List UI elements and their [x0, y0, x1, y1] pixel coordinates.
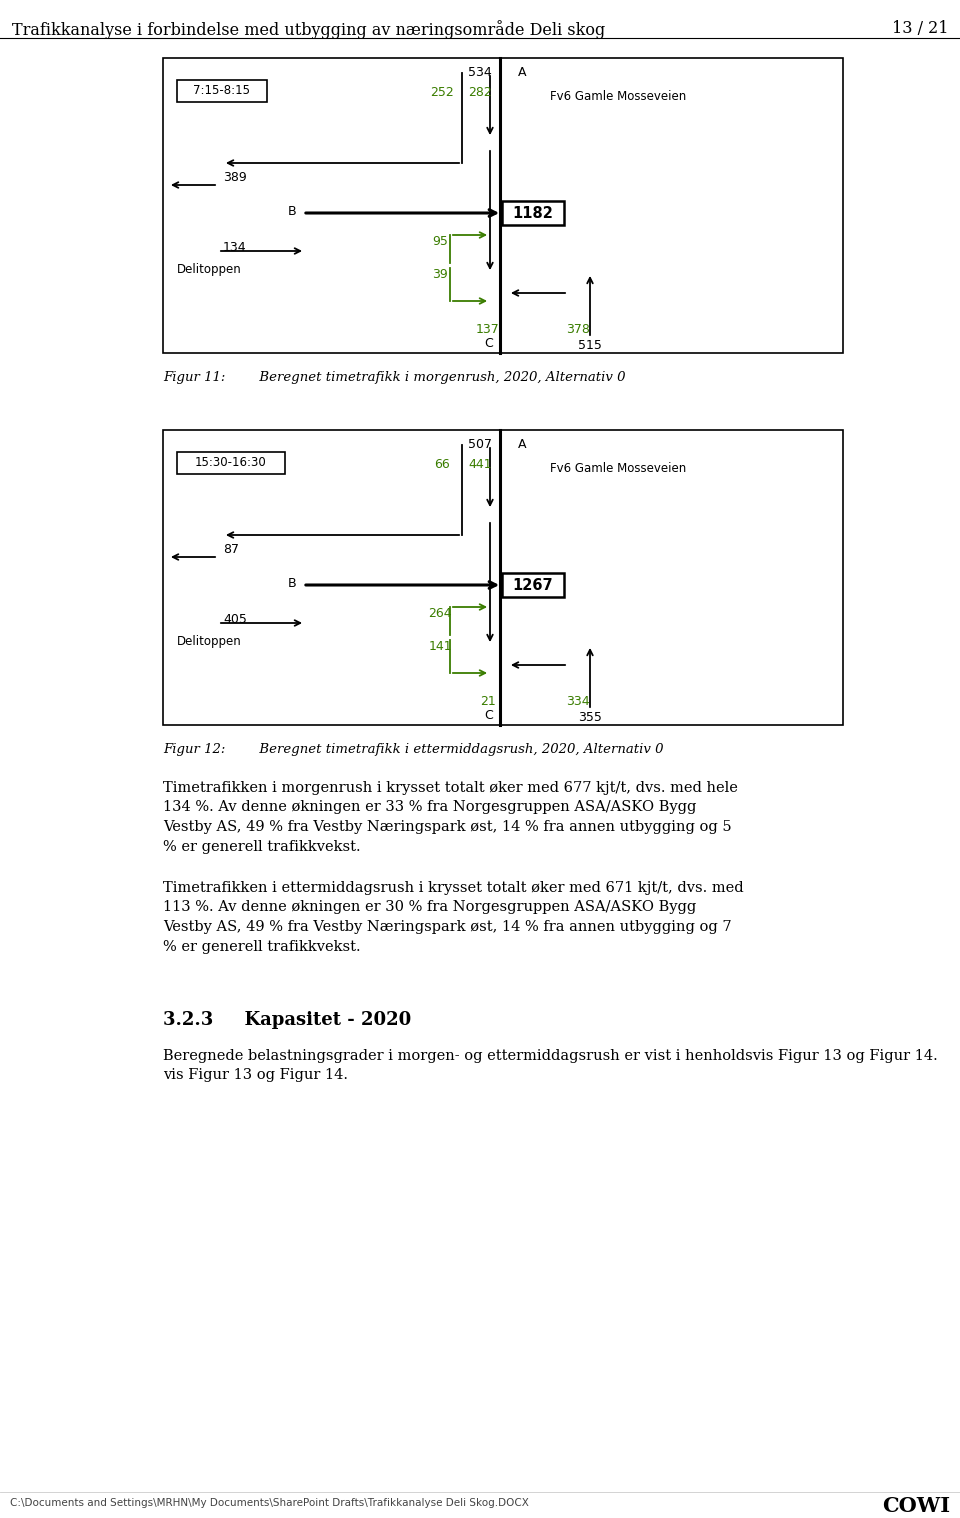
Text: Fv6 Gamle Mosseveien: Fv6 Gamle Mosseveien: [550, 90, 686, 103]
Text: Vestby AS, 49 % fra Vestby Næringspark øst, 14 % fra annen utbygging og 7: Vestby AS, 49 % fra Vestby Næringspark ø…: [163, 920, 732, 934]
Text: 378: 378: [566, 323, 590, 335]
Bar: [502, 572, 564, 597]
Text: % er generell trafikkvekst.: % er generell trafikkvekst.: [163, 839, 361, 853]
Text: 1267: 1267: [513, 577, 553, 592]
Bar: [177, 80, 267, 102]
Bar: [177, 452, 285, 474]
Text: Timetrafikken i ettermiddagsrush i krysset totalt øker med 671 kjt/t, dvs. med: Timetrafikken i ettermiddagsrush i kryss…: [163, 880, 744, 896]
Text: 405: 405: [223, 613, 247, 625]
Text: 441: 441: [468, 458, 492, 471]
Text: 355: 355: [578, 710, 602, 724]
Text: Vestby AS, 49 % fra Vestby Næringspark øst, 14 % fra annen utbygging og 5: Vestby AS, 49 % fra Vestby Næringspark ø…: [163, 820, 732, 833]
Text: B: B: [288, 205, 297, 219]
Bar: [502, 200, 564, 225]
Bar: [163, 430, 843, 726]
Text: Fv6 Gamle Mosseveien: Fv6 Gamle Mosseveien: [550, 461, 686, 475]
Text: 21: 21: [480, 695, 496, 707]
Text: 15:30-16:30: 15:30-16:30: [195, 457, 267, 469]
Text: 3.2.3     Kapasitet - 2020: 3.2.3 Kapasitet - 2020: [163, 1011, 411, 1029]
Text: Figur 11:        Beregnet timetrafikk i morgenrush, 2020, Alternativ 0: Figur 11: Beregnet timetrafikk i morgenr…: [163, 370, 626, 384]
Bar: [163, 58, 843, 354]
Text: C: C: [484, 337, 492, 351]
Text: Trafikkanalyse i forbindelse med utbygging av næringsområde Deli skog: Trafikkanalyse i forbindelse med utbyggi…: [12, 20, 605, 39]
Text: 334: 334: [566, 695, 589, 707]
Text: Beregnede belastningsgrader i morgen- og ettermiddagsrush er vist i henholdsvis : Beregnede belastningsgrader i morgen- og…: [163, 1049, 938, 1063]
Text: 282: 282: [468, 87, 492, 99]
Text: Delitoppen: Delitoppen: [177, 635, 242, 648]
Text: vis Figur 13 og Figur 14.: vis Figur 13 og Figur 14.: [163, 1069, 348, 1082]
Text: 252: 252: [430, 87, 454, 99]
Text: 66: 66: [434, 458, 450, 471]
Text: A: A: [518, 439, 526, 451]
Text: Delitoppen: Delitoppen: [177, 263, 242, 276]
Text: C: C: [484, 709, 492, 723]
Text: 1182: 1182: [513, 205, 553, 220]
Text: Figur 12:        Beregnet timetrafikk i ettermiddagsrush, 2020, Alternativ 0: Figur 12: Beregnet timetrafikk i ettermi…: [163, 742, 663, 756]
Text: A: A: [518, 65, 526, 79]
Text: 515: 515: [578, 339, 602, 352]
Text: 113 %. Av denne økningen er 30 % fra Norgesgruppen ASA/ASKO Bygg: 113 %. Av denne økningen er 30 % fra Nor…: [163, 900, 696, 914]
Text: COWI: COWI: [882, 1497, 950, 1516]
Text: 389: 389: [223, 172, 247, 184]
Text: 141: 141: [428, 641, 452, 653]
Text: 264: 264: [428, 607, 452, 619]
Text: C:\Documents and Settings\MRHN\My Documents\SharePoint Drafts\Trafikkanalyse Del: C:\Documents and Settings\MRHN\My Docume…: [10, 1498, 529, 1507]
Text: B: B: [288, 577, 297, 591]
Text: 534: 534: [468, 65, 492, 79]
Text: 134 %. Av denne økningen er 33 % fra Norgesgruppen ASA/ASKO Bygg: 134 %. Av denne økningen er 33 % fra Nor…: [163, 800, 696, 815]
Text: Timetrafikken i morgenrush i krysset totalt øker med 677 kjt/t, dvs. med hele: Timetrafikken i morgenrush i krysset tot…: [163, 780, 738, 795]
Text: % er generell trafikkvekst.: % er generell trafikkvekst.: [163, 940, 361, 953]
Text: 87: 87: [223, 543, 239, 556]
Text: 95: 95: [432, 235, 448, 247]
Text: 507: 507: [468, 439, 492, 451]
Text: 39: 39: [432, 269, 448, 281]
Text: 137: 137: [476, 323, 500, 335]
Text: 13 / 21: 13 / 21: [892, 20, 948, 36]
Text: 134: 134: [223, 241, 247, 254]
Text: 7:15-8:15: 7:15-8:15: [194, 85, 251, 97]
